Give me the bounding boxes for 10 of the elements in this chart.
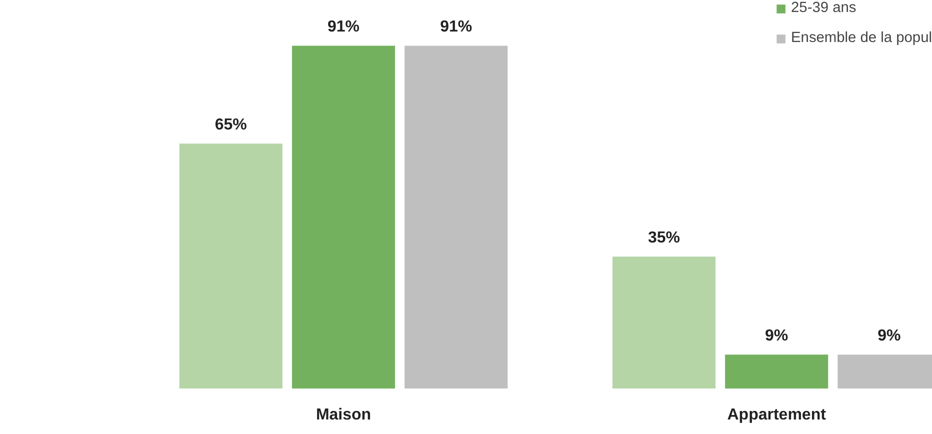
data-label: 35% [648, 230, 680, 247]
data-label: 91% [440, 18, 472, 36]
legend-label: Ensemble de la popul [791, 30, 932, 46]
data-label: 65% [214, 116, 247, 134]
data-label: 91% [327, 18, 360, 36]
data-label: 9% [765, 328, 788, 345]
legend-label: 25-39 ans [791, 0, 856, 16]
x-tick-label: Maison [316, 406, 372, 424]
x-tick-label: Appartement [727, 406, 827, 424]
data-label: 9% [878, 328, 901, 345]
